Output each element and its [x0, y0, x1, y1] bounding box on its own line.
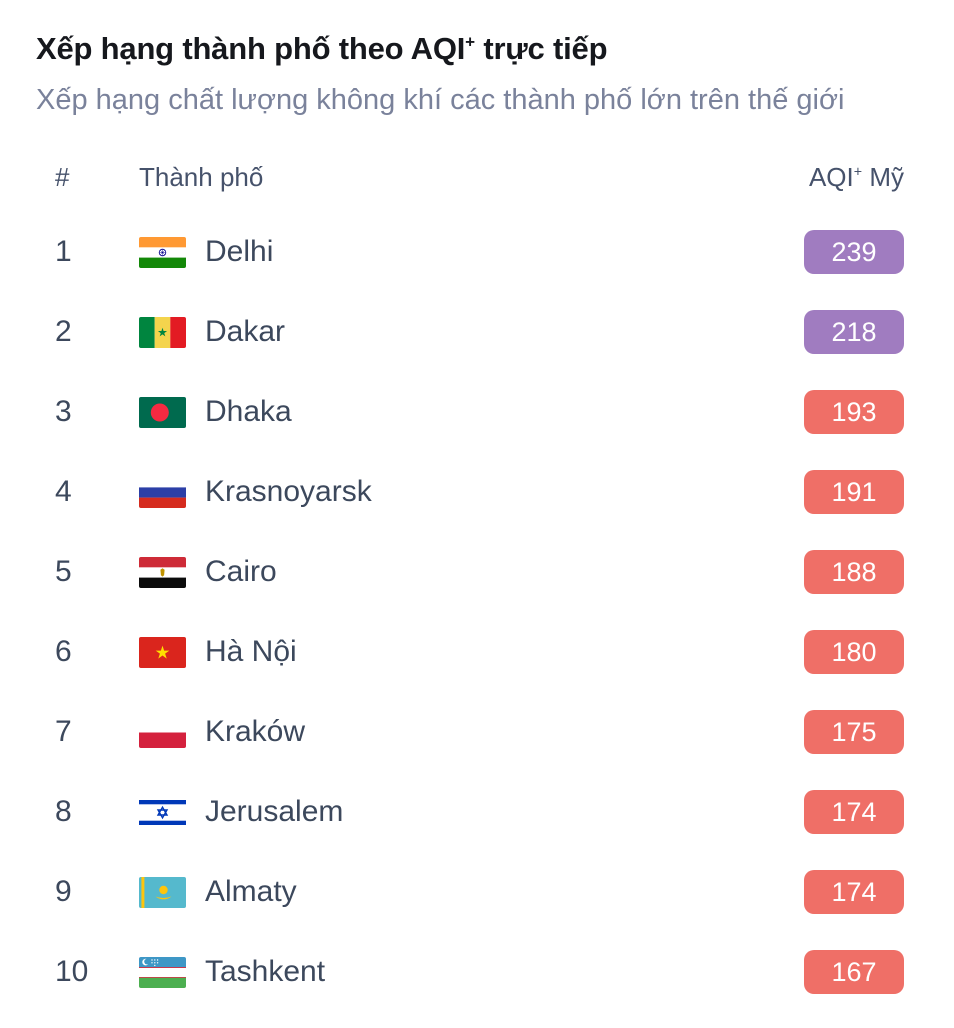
aqi-badge: 193: [804, 390, 904, 434]
aqi-badge: 218: [804, 310, 904, 354]
rank-number: 2: [55, 315, 72, 348]
flag-icon-egypt: [139, 556, 186, 588]
aqi-cell: 218: [794, 310, 904, 354]
city-name: Dakar: [205, 315, 286, 348]
aqi-badge: 175: [804, 710, 904, 754]
aqi-badge: 239: [804, 230, 904, 274]
city-name: Jerusalem: [205, 795, 344, 828]
city-cell: Krasnoyarsk: [139, 475, 794, 509]
city-name: Cairo: [205, 555, 277, 588]
header-city: Thành phố: [139, 162, 264, 192]
table-row[interactable]: 1 Delhi 239: [36, 212, 904, 292]
header-rank: #: [55, 162, 70, 192]
flag-icon-kazakhstan: [139, 876, 186, 908]
aqi-cell: 191: [794, 470, 904, 514]
table-row[interactable]: 8 Jerusalem 174: [36, 772, 904, 852]
table-row[interactable]: 6 Hà Nội 180: [36, 612, 904, 692]
flag-icon-uzbekistan: [139, 956, 186, 988]
city-name: Kraków: [205, 715, 306, 748]
city-name: Dhaka: [205, 395, 292, 428]
table-row[interactable]: 3 Dhaka 193: [36, 372, 904, 452]
plus-superscript: +: [853, 164, 863, 181]
city-name: Almaty: [205, 875, 297, 908]
aqi-cell: 193: [794, 390, 904, 434]
aqi-cell: 167: [794, 950, 904, 994]
city-cell: Delhi: [139, 235, 794, 269]
table-row[interactable]: 4 Krasnoyarsk 191: [36, 452, 904, 532]
city-cell: Dhaka: [139, 395, 794, 429]
table-row[interactable]: 2 Dakar 218: [36, 292, 904, 372]
flag-icon-israel: [139, 796, 186, 828]
table-row[interactable]: 10 Tashkent 167: [36, 932, 904, 1012]
table-row[interactable]: 7 Kraków 175: [36, 692, 904, 772]
flag-icon-poland: [139, 716, 186, 748]
aqi-cell: 188: [794, 550, 904, 594]
city-cell: Hà Nội: [139, 635, 794, 669]
city-cell: Tashkent: [139, 955, 794, 989]
city-name: Delhi: [205, 235, 274, 268]
aqi-cell: 174: [794, 790, 904, 834]
aqi-cell: 180: [794, 630, 904, 674]
page-subtitle: Xếp hạng chất lượng không khí các thành …: [36, 84, 845, 116]
rank-number: 7: [55, 715, 72, 748]
table-row[interactable]: 5 Cairo 188: [36, 532, 904, 612]
city-cell: Dakar: [139, 315, 794, 349]
rank-number: 8: [55, 795, 72, 828]
rank-number: 6: [55, 635, 72, 668]
aqi-cell: 239: [794, 230, 904, 274]
aqi-badge: 167: [804, 950, 904, 994]
city-cell: Kraków: [139, 715, 794, 749]
aqi-badge: 188: [804, 550, 904, 594]
rank-number: 1: [55, 235, 72, 268]
table-row[interactable]: 9 Almaty 174: [36, 852, 904, 932]
aqi-badge: 174: [804, 790, 904, 834]
city-cell: Almaty: [139, 875, 794, 909]
ranking-list: 1 Delhi 239 2 Dakar 218 3 Dhaka 193 4: [36, 212, 904, 1012]
city-name: Tashkent: [205, 955, 326, 988]
flag-icon-senegal: [139, 316, 186, 348]
city-cell: Jerusalem: [139, 795, 794, 829]
rank-number: 5: [55, 555, 72, 588]
flag-icon-vietnam: [139, 636, 186, 668]
aqi-badge: 180: [804, 630, 904, 674]
city-cell: Cairo: [139, 555, 794, 589]
header-aqi-us: AQI+ Mỹ: [808, 162, 904, 192]
rank-number: 4: [55, 475, 72, 508]
flag-icon-india: [139, 236, 186, 268]
city-name: Hà Nội: [205, 635, 297, 668]
aqi-badge: 191: [804, 470, 904, 514]
flag-icon-russia: [139, 476, 186, 508]
aqi-badge: 174: [804, 870, 904, 914]
table-header: # Thành phố AQI+ Mỹ: [36, 162, 904, 192]
city-name: Krasnoyarsk: [205, 475, 372, 508]
rank-number: 9: [55, 875, 72, 908]
plus-superscript: +: [465, 32, 475, 52]
rank-number: 3: [55, 395, 72, 428]
aqi-cell: 174: [794, 870, 904, 914]
rank-number: 10: [55, 955, 89, 988]
flag-icon-bangladesh: [139, 396, 186, 428]
aqi-cell: 175: [794, 710, 904, 754]
page-title: Xếp hạng thành phố theo AQI+ trực tiếp: [36, 31, 608, 66]
